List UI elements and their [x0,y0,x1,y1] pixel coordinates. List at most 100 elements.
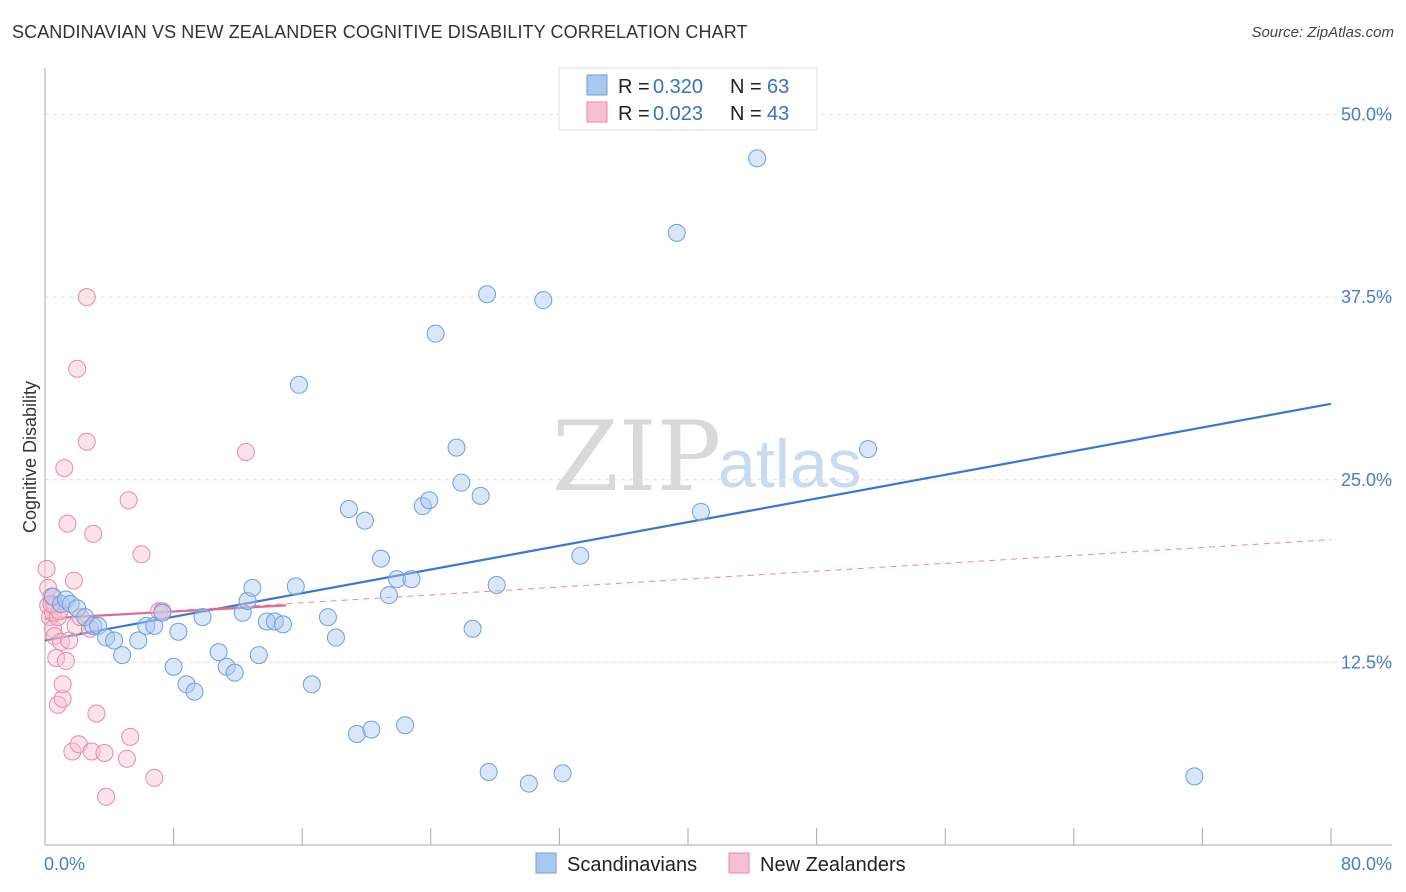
scandinavians-point [185,682,204,701]
legend-bottom-label-scandinavians: Scandinavians [567,854,697,876]
y-axis-label: Cognitive Disability [20,381,40,533]
scandinavians-point [289,375,308,394]
scandinavians-point [426,324,445,343]
new-zealanders-point [145,768,164,787]
scandinavians-point [153,603,172,622]
scandinavians-point [302,675,321,694]
gridlines [45,114,1392,663]
scandinavians-point [286,577,305,596]
scandinavians-point [420,491,439,510]
scandinavians-point [571,546,590,565]
scandinavians-point [402,570,421,589]
new-zealanders-trend-extension [44,539,1332,620]
scandinavians-point [326,628,345,647]
scandinavians-point [84,616,103,635]
watermark-atlas: atlas [718,426,862,502]
new-zealanders-points [37,288,255,806]
scandinavians-point [225,663,244,682]
scandinavians-point [145,616,164,635]
scandinavians-point [347,724,366,743]
scandinavians-points [44,149,1204,793]
legend-bottom-swatch-scandinavians [535,852,557,874]
new-zealanders-point [63,742,82,761]
new-zealanders-point [48,695,67,714]
scandinavians-point [371,549,390,568]
chart-title: SCANDINAVIAN VS NEW ZEALANDER COGNITIVE … [12,22,748,42]
new-zealanders-point [37,559,56,578]
new-zealanders-point [42,594,61,613]
new-zealanders-point [84,524,103,543]
scandinavians-point [164,657,183,676]
legend-n-value-2: 43 [767,103,789,125]
legend-r-label-1: R = [618,76,650,98]
scandinavians-point [209,643,228,662]
scandinavians-point [233,603,252,622]
new-zealanders-point [77,432,96,451]
x-tick-label-max: 80.0% [1341,854,1392,874]
new-zealanders-point [64,571,83,590]
new-zealanders-point [55,459,74,478]
legend-n-value-1: 63 [767,76,789,98]
legend-bottom-swatch-new-zealanders [728,852,750,874]
scandinavians-point [362,720,381,739]
new-zealanders-trend-line [44,604,287,620]
scandinavians-point [129,631,148,650]
scandinavians-point [859,440,878,459]
scandinavians-point [447,438,466,457]
axes [44,68,1392,846]
legend-n-label-1: N = [730,76,762,98]
y-tick-label: 25.0% [1341,470,1392,490]
new-zealanders-point [95,743,114,762]
new-zealanders-point [121,727,140,746]
trend-lines [44,402,1332,642]
new-zealanders-point [236,443,255,462]
scandinavians-point [193,608,212,627]
scandinavians-point [243,578,262,597]
scandinavians-point [380,586,399,605]
new-zealanders-point [44,619,63,638]
legend-top: R = 0.320 N = 63 R = 0.023 N = 43 [558,67,818,131]
scandinavians-point [463,619,482,638]
scandinavians-point [113,646,132,665]
new-zealanders-point [82,742,101,761]
x-ticks [44,828,1332,845]
new-zealanders-point [119,491,138,510]
new-zealanders-point [117,749,136,768]
scandinavians-point [273,615,292,634]
scandinavians-point [1185,767,1204,786]
legend-bottom-label-new-zealanders: New Zealanders [760,854,906,876]
y-tick-labels: 12.5% 25.0% 37.5% 50.0% [1341,105,1392,673]
scandinavians-point [553,764,572,783]
new-zealanders-point [58,514,77,533]
scandinavians-point [396,716,415,735]
scandinavians-point [388,570,407,589]
scandinavians-point [534,291,553,310]
scandinavians-point [452,473,471,492]
new-zealanders-point [77,288,96,307]
scandinavians-point [249,646,268,665]
watermark-zip: ZIP [552,401,721,513]
scandinavians-point [487,575,506,594]
legend-r-value-2: 0.023 [653,103,703,125]
x-tick-label-min: 0.0% [44,854,85,874]
legend-swatch-scandinavians [586,74,608,96]
scandinavians-point [169,622,188,641]
new-zealanders-point [97,787,116,806]
scandinavians-point [667,223,686,242]
legend-r-label-2: R = [618,103,650,125]
new-zealanders-point [53,689,72,708]
legend-swatch-new-zealanders [586,101,608,123]
new-zealanders-point [56,651,75,670]
watermark: ZIP atlas [552,401,862,513]
new-zealanders-point [132,545,151,564]
scandinavians-point [519,774,538,793]
scandinavians-point [318,608,337,627]
new-zealanders-point [87,704,106,723]
source-label: Source: ZipAtlas.com [1251,24,1394,41]
scandinavians-point [355,511,374,530]
legend-bottom: Scandinavians New Zealanders [535,852,906,876]
scandinavians-point [479,762,498,781]
new-zealanders-point [68,359,87,378]
legend-r-value-1: 0.320 [653,76,703,98]
